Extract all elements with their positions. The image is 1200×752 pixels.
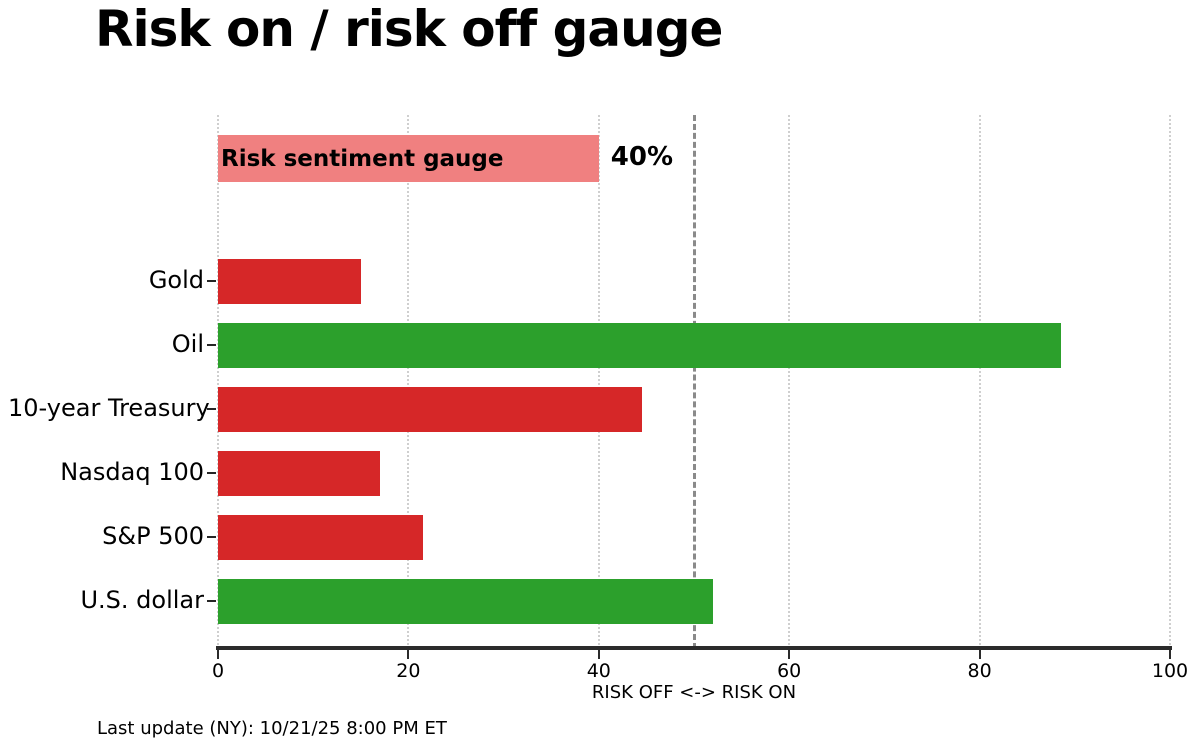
y-label-10-year-treasury: 10-year Treasury [8, 394, 210, 422]
x-tick-label-0: 0 [211, 660, 225, 682]
y-tick-mark [207, 600, 216, 602]
gridline-x-0 [217, 115, 219, 649]
gridline-x-20 [407, 115, 410, 649]
threshold-dashed-line [692, 115, 696, 649]
y-tick-mark [207, 344, 216, 346]
y-label-nasdaq-100: Nasdaq 100 [60, 458, 204, 486]
bar-gold [218, 258, 361, 304]
gauge-value-label: 40% [610, 142, 674, 172]
x-axis-line [216, 646, 1172, 650]
y-label-oil: Oil [171, 330, 204, 358]
last-update-note: Last update (NY): 10/21/25 8:00 PM ET [97, 718, 447, 739]
bar-u-s-dollar [218, 578, 714, 624]
y-label-s-p-500: S&P 500 [102, 522, 204, 550]
x-tick-mark-80 [978, 650, 981, 659]
y-tick-mark [207, 472, 216, 474]
x-tick-label-100: 100 [1151, 660, 1189, 682]
bar-s-p-500 [218, 514, 423, 560]
gridline-x-100 [1169, 115, 1171, 649]
x-tick-label-40: 40 [586, 660, 611, 682]
x-axis-label: RISK OFF <-> RISK ON [591, 682, 797, 703]
gauge-bar-label: Risk sentiment gauge [221, 145, 504, 172]
plot-area: Risk sentiment gauge 40% [217, 115, 1171, 649]
x-tick-mark-60 [788, 650, 791, 659]
y-tick-mark [207, 536, 216, 538]
x-tick-label-20: 20 [396, 660, 421, 682]
risk-sentiment-gauge-bar: Risk sentiment gauge [218, 135, 599, 182]
x-tick-label-80: 80 [967, 660, 992, 682]
gridline-x-80 [978, 115, 981, 649]
bar-nasdaq-100 [218, 450, 380, 496]
y-label-u-s-dollar: U.S. dollar [80, 586, 204, 614]
x-tick-mark-40 [597, 650, 600, 659]
gridline-x-40 [597, 115, 600, 649]
x-tick-mark-20 [407, 650, 410, 659]
x-tick-mark-0 [217, 650, 219, 659]
x-tick-mark-100 [1169, 650, 1171, 659]
bar-oil [218, 322, 1061, 368]
chart-title: Risk on / risk off gauge [95, 0, 723, 58]
y-tick-mark [207, 280, 216, 282]
x-tick-label-60: 60 [777, 660, 802, 682]
y-label-gold: Gold [148, 266, 204, 294]
bar-10-year-treasury [218, 386, 642, 432]
y-tick-mark [207, 408, 216, 410]
gridline-x-60 [788, 115, 791, 649]
